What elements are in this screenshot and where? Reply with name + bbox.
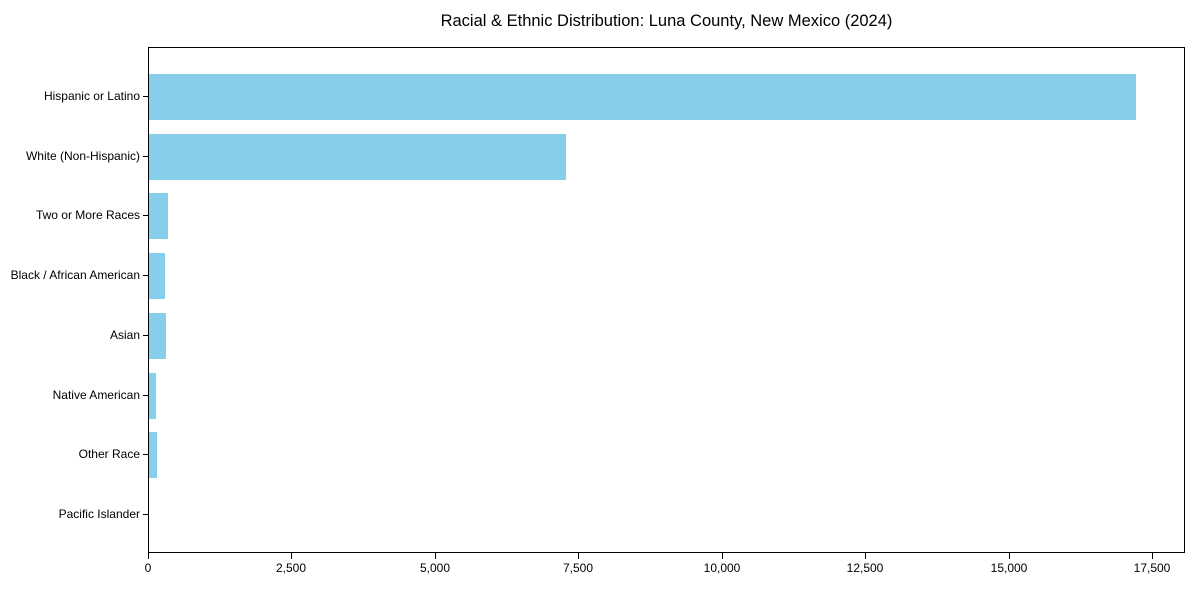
bar-native-american bbox=[149, 373, 156, 419]
bar-hispanic-or-latino bbox=[149, 74, 1137, 120]
plot-area bbox=[148, 47, 1185, 553]
x-tick bbox=[1009, 553, 1010, 559]
y-axis-label: Black / African American bbox=[10, 268, 140, 282]
x-tick-label: 5,000 bbox=[419, 561, 451, 575]
x-tick-label: 10,000 bbox=[703, 561, 741, 575]
y-tick bbox=[143, 514, 148, 515]
x-tick-label: 7,500 bbox=[562, 561, 594, 575]
x-tick bbox=[1152, 553, 1153, 559]
y-tick bbox=[143, 215, 148, 216]
x-tick-label: 2,500 bbox=[275, 561, 307, 575]
y-axis-label: Hispanic or Latino bbox=[43, 89, 140, 103]
y-tick bbox=[143, 156, 148, 157]
y-axis-label: White (Non-Hispanic) bbox=[25, 149, 140, 163]
bar-asian bbox=[149, 313, 166, 359]
x-tick-label: 17,500 bbox=[1133, 561, 1171, 575]
x-tick bbox=[148, 553, 149, 559]
x-tick bbox=[291, 553, 292, 559]
bar-black-african-american bbox=[149, 253, 166, 299]
y-axis-label: Native American bbox=[52, 388, 140, 402]
x-tick-label: 15,000 bbox=[990, 561, 1028, 575]
x-tick bbox=[722, 553, 723, 559]
y-tick bbox=[143, 335, 148, 336]
x-tick bbox=[435, 553, 436, 559]
y-axis-label: Asian bbox=[109, 328, 140, 342]
x-tick-label: 12,500 bbox=[846, 561, 884, 575]
y-tick bbox=[143, 96, 148, 97]
bar-white-non-hispanic bbox=[149, 134, 567, 180]
bar-other-race bbox=[149, 432, 157, 478]
bar-two-or-more-races bbox=[149, 193, 168, 239]
y-axis-label: Two or More Races bbox=[35, 208, 140, 222]
y-tick bbox=[143, 454, 148, 455]
x-tick bbox=[578, 553, 579, 559]
x-tick bbox=[865, 553, 866, 559]
chart-title: Racial & Ethnic Distribution: Luna Count… bbox=[440, 12, 893, 30]
y-axis-label: Other Race bbox=[78, 447, 140, 461]
x-tick-label: 0 bbox=[144, 561, 152, 575]
y-axis-label: Pacific Islander bbox=[58, 507, 140, 521]
y-tick bbox=[143, 395, 148, 396]
y-tick bbox=[143, 275, 148, 276]
